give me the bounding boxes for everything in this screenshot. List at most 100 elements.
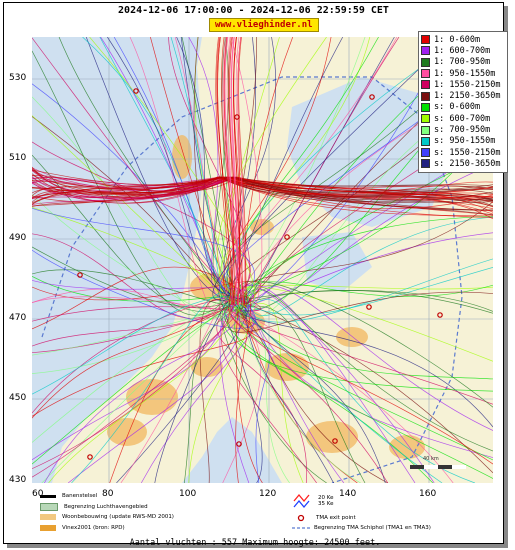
altitude-legend: 1: 0-600m 1: 600-700m 1: 700-950m 1: 950…	[418, 31, 508, 173]
flight-track	[32, 295, 230, 395]
flight-track	[228, 37, 235, 306]
tma-exit-points	[77, 88, 443, 460]
tma-boundary-label: Begrenzing TMA Schiphol (TMA1 en TMA3)	[314, 525, 431, 531]
legend-housing: Woonbebouwing (update RWS-MD 2001)	[40, 514, 174, 520]
legend-label: s: 0-600m	[434, 102, 481, 113]
flight-track	[235, 37, 243, 306]
flight-track	[32, 249, 256, 329]
airport-boundary-label: Begrenzing Luchthavengebied	[64, 504, 148, 510]
flight-track	[67, 307, 241, 483]
flight-track	[32, 306, 231, 465]
flight-track	[32, 176, 220, 190]
flight-tracks	[32, 37, 493, 483]
flight-track	[219, 176, 493, 211]
flight-track	[220, 176, 493, 198]
legend-runway: Banenstelsel	[40, 493, 97, 499]
runway-swatch	[40, 494, 56, 498]
noise-35-label: 35 Ke	[318, 501, 334, 507]
scale-label: 40 km	[423, 456, 439, 462]
x-tick: 100	[179, 489, 197, 499]
tma-boundary-icon	[292, 527, 310, 529]
flight-track	[44, 308, 243, 483]
flight-track	[220, 176, 493, 198]
flight-track	[232, 176, 493, 216]
time-range-title: 2024-12-06 17:00:00 - 2024-12-06 22:59:5…	[118, 5, 389, 16]
flight-track	[32, 175, 238, 192]
legend-swatch	[421, 159, 430, 169]
tma-exit-point	[236, 441, 242, 447]
tma-exit-point	[234, 114, 240, 120]
flight-track	[236, 297, 493, 474]
x-tick: 60	[32, 489, 44, 499]
flight-track	[107, 37, 243, 300]
tma-exit-point	[87, 454, 93, 460]
legend-swatch	[421, 114, 430, 124]
legend-label: s: 600-700m	[434, 113, 491, 124]
flight-track	[85, 37, 228, 300]
scale-bar	[410, 465, 466, 469]
flight-track	[32, 299, 230, 461]
flight-track	[246, 258, 493, 323]
legend-item: 1: 0-600m	[421, 34, 505, 45]
y-tick: 510	[9, 153, 27, 163]
tma-exit-point	[284, 234, 290, 240]
map-frame: 2024-12-06 17:00:00 - 2024-12-06 22:59:5…	[3, 2, 508, 544]
legend-label: 1: 1550-2150m	[434, 79, 501, 90]
legend-label: 1: 0-600m	[434, 34, 481, 45]
legend-item: s: 700-950m	[421, 124, 505, 135]
vinex-swatch	[40, 525, 56, 531]
flight-track	[217, 37, 235, 306]
legend-tma-exit: TMA exit point	[296, 514, 356, 522]
flight-track	[32, 176, 220, 203]
markermeer	[302, 232, 372, 292]
flight-track	[32, 309, 233, 470]
flight-track	[239, 299, 386, 483]
flight-track	[48, 307, 231, 483]
flight-track	[242, 288, 493, 452]
legend-swatch	[421, 91, 430, 101]
legend-item: s: 950-1550m	[421, 136, 505, 147]
flight-track	[221, 303, 317, 483]
y-tick: 530	[9, 73, 27, 83]
flight-track	[222, 295, 434, 483]
legend-item: 1: 950-1550m	[421, 68, 505, 79]
flight-track	[32, 176, 221, 204]
flight-track	[129, 37, 237, 323]
flight-track	[246, 216, 493, 317]
legend-item: s: 1550-2150m	[421, 147, 505, 158]
flight-track	[32, 115, 242, 314]
site-badge[interactable]: www.vlieghinder.nl	[209, 18, 319, 32]
flight-track	[228, 37, 294, 306]
legend-tma-boundary: Begrenzing TMA Schiphol (TMA1 en TMA3)	[292, 525, 431, 531]
tma-exit-label: TMA exit point	[316, 515, 356, 521]
flight-track	[32, 266, 248, 330]
legend-label: 1: 600-700m	[434, 45, 491, 56]
legend-label: s: 1550-2150m	[434, 147, 501, 158]
flight-track	[226, 176, 493, 187]
flight-track	[71, 292, 238, 483]
legend-item: s: 2150-3650m	[421, 158, 505, 169]
flight-track	[32, 176, 224, 207]
flight-track	[230, 37, 238, 306]
legend-item: 1: 1550-2150m	[421, 79, 505, 90]
legend-vinex: Vinex2001 (bron: RPD)	[40, 525, 125, 531]
flight-track	[224, 37, 239, 306]
legend-swatch	[421, 57, 430, 67]
flight-track-map	[32, 37, 493, 483]
tma-exit-point	[366, 304, 372, 310]
tma-exit-point	[77, 272, 83, 278]
flight-track	[32, 176, 231, 187]
flight-track	[32, 233, 233, 319]
runway-label: Banenstelsel	[62, 493, 98, 499]
flight-track	[217, 176, 493, 210]
x-tick: 140	[339, 489, 357, 499]
legend-label: 1: 700-950m	[434, 57, 491, 68]
flight-track	[181, 37, 247, 318]
flight-track	[221, 37, 280, 300]
flight-track	[246, 299, 476, 483]
noise-contour-icon	[293, 493, 310, 509]
housing-label: Woonbebouwing (update RWS-MD 2001)	[62, 514, 174, 520]
flight-track	[32, 288, 233, 309]
flight-track	[246, 298, 493, 458]
flight-track	[32, 276, 249, 315]
